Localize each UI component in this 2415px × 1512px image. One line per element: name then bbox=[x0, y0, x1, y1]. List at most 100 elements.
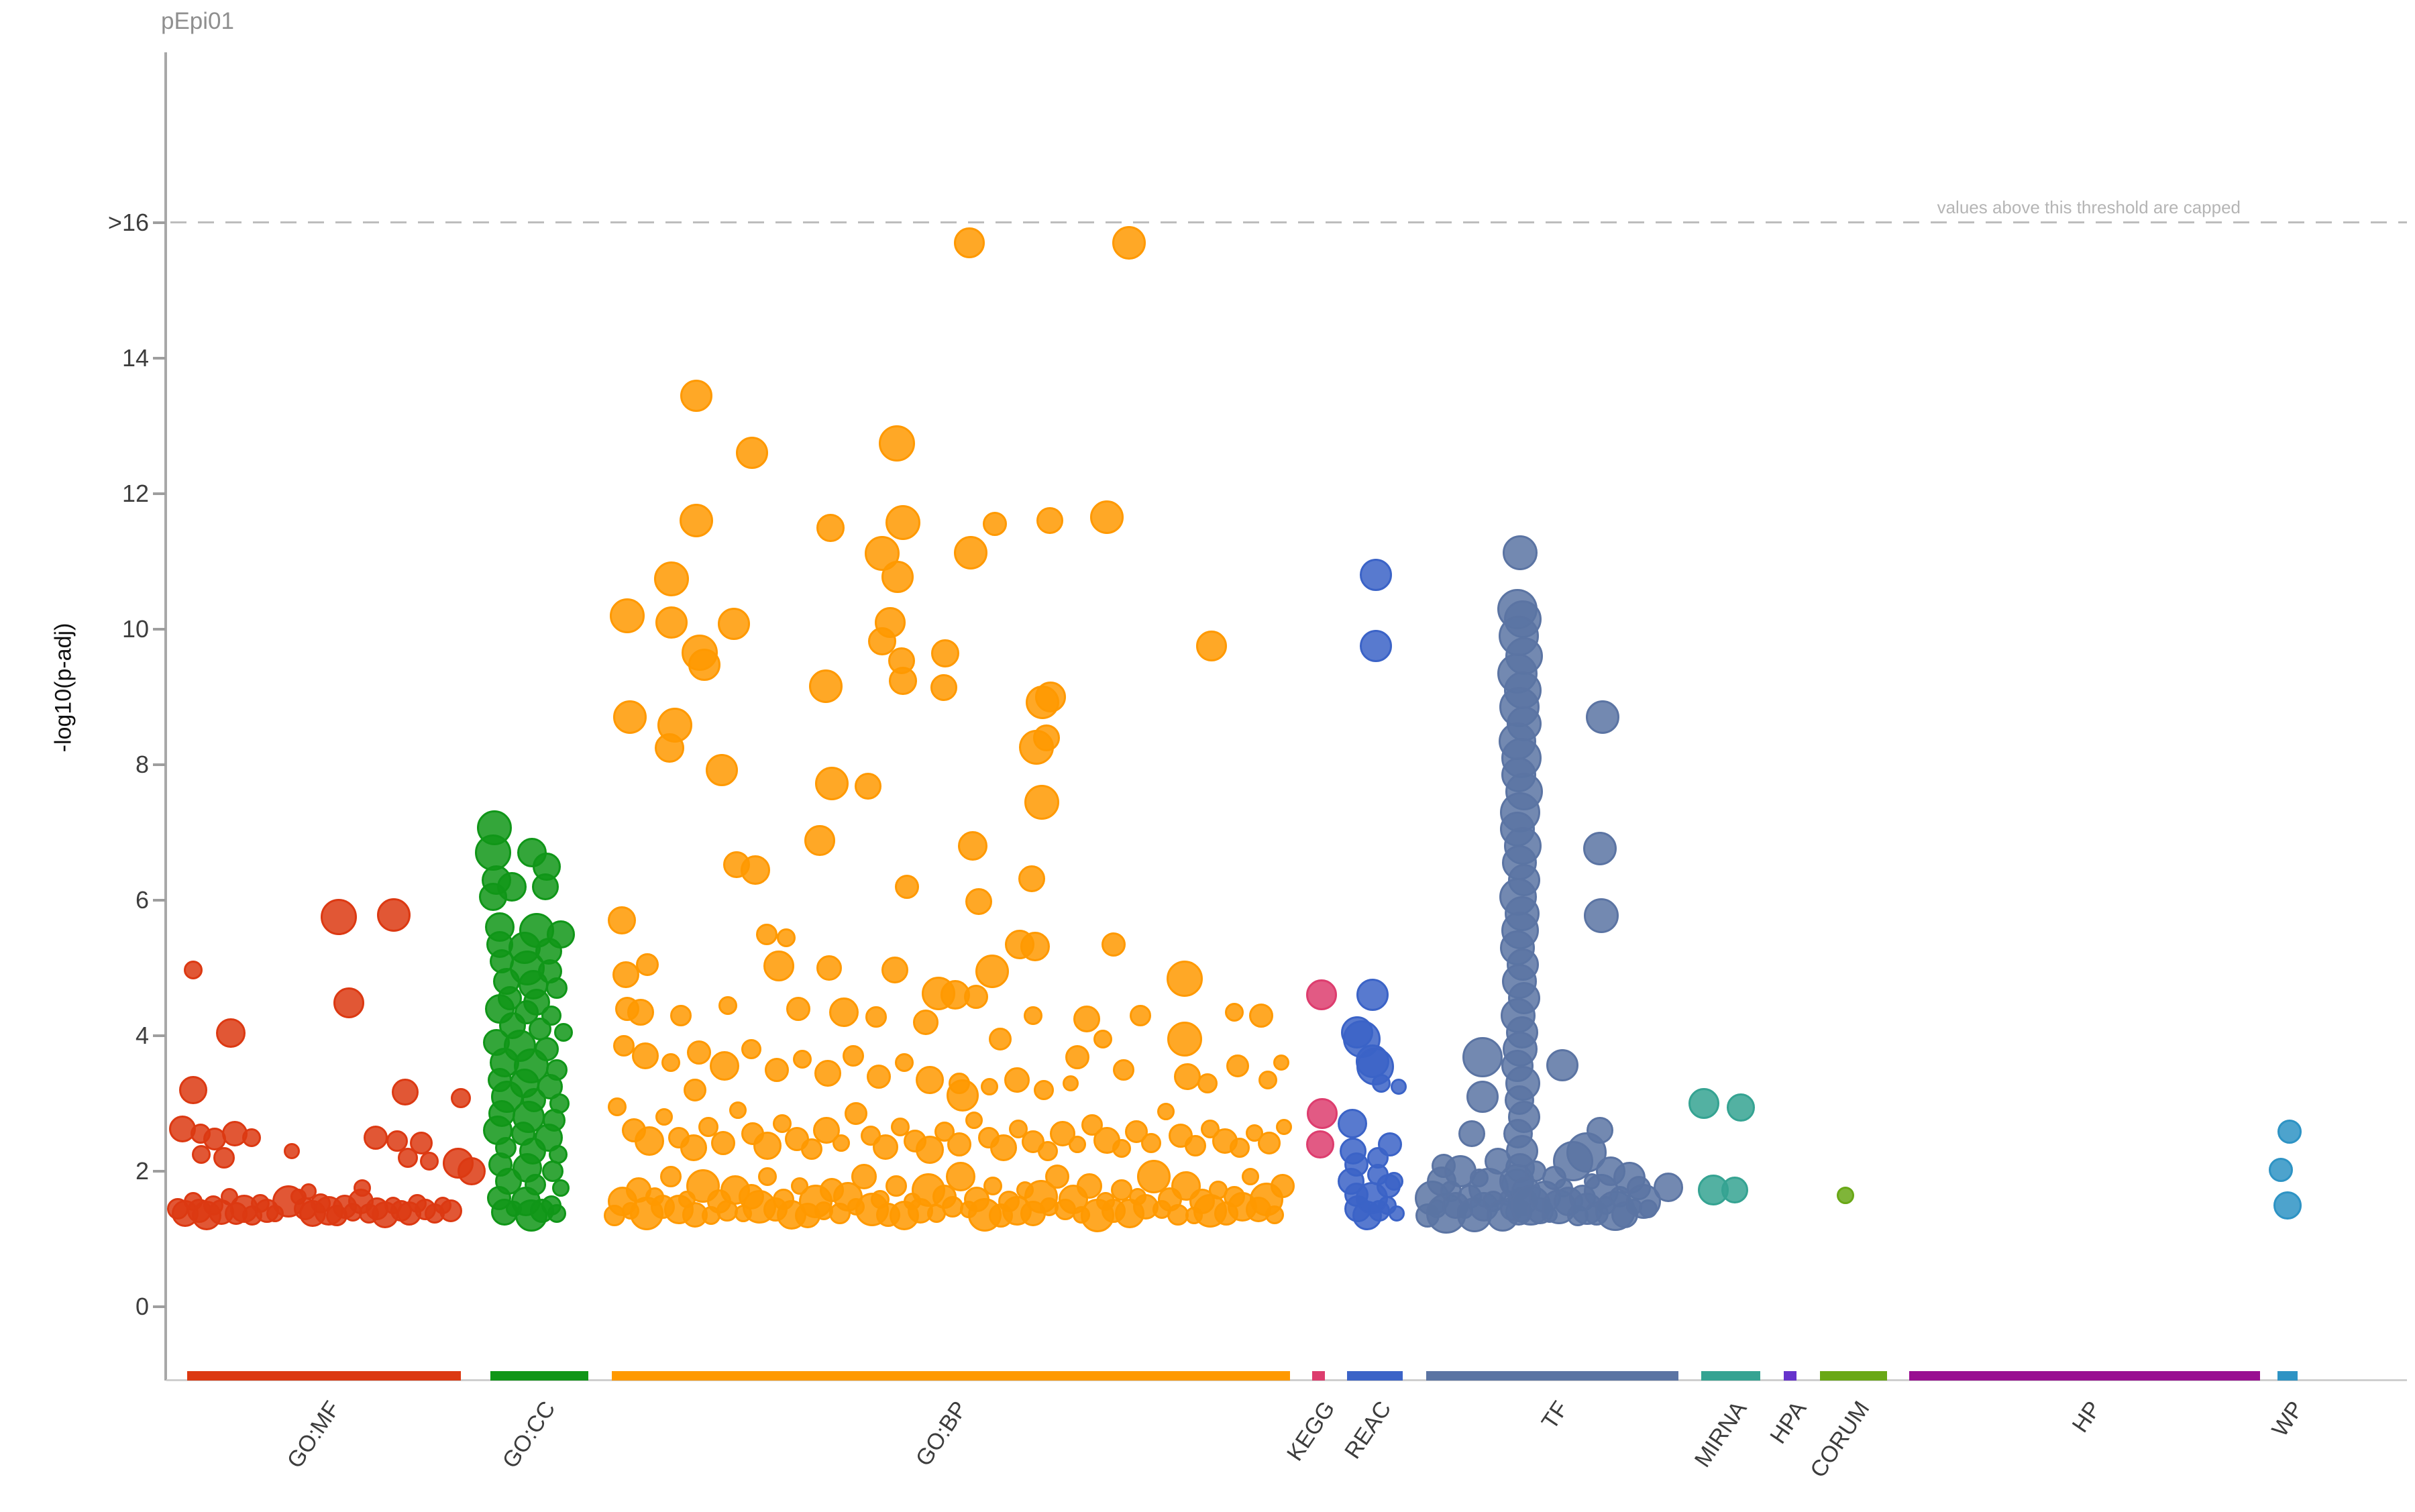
x-axis-label-corum: CORUM bbox=[1805, 1397, 1875, 1482]
data-point-go-bp bbox=[1020, 931, 1050, 961]
data-point-go-bp bbox=[1111, 1179, 1132, 1201]
plot-title: pEpi01 bbox=[161, 8, 234, 34]
y-tick-mark bbox=[153, 357, 166, 360]
data-point-go-bp bbox=[1112, 226, 1146, 260]
data-point-go-bp bbox=[1276, 1119, 1292, 1136]
data-point-go-bp bbox=[981, 1077, 998, 1095]
x-axis-label-reac: REAC bbox=[1340, 1397, 1397, 1464]
data-point-go-bp bbox=[804, 825, 835, 857]
data-point-go-bp bbox=[627, 998, 654, 1026]
source-bar-corum bbox=[1820, 1371, 1887, 1381]
data-point-go-bp bbox=[879, 425, 915, 462]
y-tick-label: 2 bbox=[135, 1157, 149, 1185]
data-point-tf bbox=[1458, 1120, 1485, 1148]
data-point-go-cc bbox=[554, 1022, 573, 1042]
data-point-wp bbox=[2273, 1191, 2302, 1220]
data-point-go-bp bbox=[1185, 1134, 1206, 1156]
data-point-go-bp bbox=[741, 855, 770, 885]
source-bar-go-mf bbox=[187, 1371, 461, 1381]
data-point-go-bp bbox=[655, 606, 688, 639]
data-point-go-cc bbox=[532, 873, 559, 900]
data-point-go-bp bbox=[610, 598, 645, 633]
y-tick-mark bbox=[153, 899, 166, 902]
data-point-tf bbox=[1466, 1080, 1499, 1113]
data-point-go-bp bbox=[1265, 1205, 1284, 1224]
source-bar-mirna bbox=[1701, 1371, 1760, 1381]
y-tick-label: 4 bbox=[135, 1022, 149, 1049]
data-point-go-mf bbox=[242, 1128, 261, 1147]
data-point-go-bp bbox=[1112, 1138, 1131, 1158]
y-tick-mark bbox=[153, 763, 166, 766]
data-point-tf bbox=[1546, 1049, 1578, 1082]
data-point-go-bp bbox=[655, 733, 684, 763]
data-point-go-bp bbox=[851, 1164, 877, 1190]
data-point-go-bp bbox=[975, 955, 1009, 989]
data-point-go-bp bbox=[765, 1057, 789, 1082]
data-point-go-bp bbox=[814, 1059, 841, 1087]
data-point-kegg bbox=[1307, 1098, 1338, 1130]
data-point-go-mf bbox=[354, 1179, 371, 1197]
y-tick-mark bbox=[153, 1034, 166, 1037]
data-point-go-bp bbox=[1065, 1045, 1089, 1070]
data-point-go-bp bbox=[895, 874, 919, 899]
data-point-mirna bbox=[1727, 1093, 1755, 1122]
data-point-kegg bbox=[1306, 1130, 1334, 1158]
data-point-go-bp bbox=[1073, 1005, 1100, 1032]
data-point-go-bp bbox=[873, 1134, 898, 1160]
data-point-go-cc bbox=[506, 1200, 522, 1217]
data-point-reac bbox=[1356, 1182, 1388, 1215]
data-point-reac bbox=[1360, 559, 1392, 592]
data-point-go-bp bbox=[1167, 961, 1203, 997]
data-point-go-bp bbox=[885, 505, 920, 541]
data-point-go-bp bbox=[1242, 1168, 1259, 1186]
data-point-go-cc bbox=[549, 1144, 568, 1164]
data-point-go-bp bbox=[1226, 1055, 1249, 1078]
data-point-go-bp bbox=[1258, 1070, 1277, 1089]
data-point-go-bp bbox=[661, 1053, 680, 1073]
y-tick-label: 6 bbox=[135, 886, 149, 914]
data-point-go-bp bbox=[1004, 1067, 1030, 1093]
y-tick-label: 10 bbox=[121, 615, 149, 643]
y-tick-label: 8 bbox=[135, 751, 149, 778]
data-point-go-bp bbox=[1093, 1030, 1112, 1049]
data-point-go-bp bbox=[867, 1064, 891, 1089]
data-point-go-bp bbox=[684, 1078, 706, 1101]
data-point-go-bp bbox=[718, 995, 737, 1015]
data-point-go-bp bbox=[931, 639, 959, 668]
data-point-go-bp bbox=[1102, 932, 1126, 957]
data-point-go-bp bbox=[1018, 865, 1045, 892]
data-point-go-mf bbox=[420, 1151, 439, 1171]
data-point-kegg bbox=[1306, 979, 1337, 1011]
data-point-go-bp bbox=[983, 1177, 1002, 1196]
x-axis-label-kegg: KEGG bbox=[1282, 1397, 1340, 1466]
data-point-go-bp bbox=[736, 437, 768, 470]
data-point-go-bp bbox=[636, 953, 659, 976]
data-point-go-mf bbox=[451, 1087, 471, 1108]
y-tick-mark bbox=[153, 628, 166, 631]
data-point-go-bp bbox=[1036, 507, 1063, 535]
data-point-go-bp bbox=[815, 767, 849, 801]
data-point-go-bp bbox=[965, 1112, 983, 1130]
data-point-tf bbox=[1462, 1037, 1503, 1078]
y-tick-label: >16 bbox=[107, 209, 149, 236]
data-point-go-bp bbox=[680, 504, 713, 538]
data-point-go-bp bbox=[954, 227, 985, 259]
source-bar-kegg bbox=[1312, 1371, 1325, 1381]
data-point-go-bp bbox=[964, 985, 988, 1010]
data-point-go-bp bbox=[1034, 1079, 1054, 1100]
threshold-caption: values above this threshold are capped bbox=[1937, 197, 2241, 217]
data-point-go-bp bbox=[706, 754, 738, 787]
data-point-go-bp bbox=[1167, 1022, 1202, 1057]
data-point-reac bbox=[1360, 630, 1392, 663]
data-point-go-bp bbox=[1081, 1114, 1103, 1136]
data-point-go-bp bbox=[612, 961, 639, 989]
data-point-go-bp bbox=[947, 1132, 971, 1156]
data-point-go-bp bbox=[916, 1065, 944, 1094]
data-point-go-bp bbox=[763, 950, 794, 981]
data-point-go-cc bbox=[475, 834, 511, 871]
data-point-go-mf bbox=[458, 1157, 486, 1185]
source-bar-go-bp bbox=[612, 1371, 1290, 1381]
data-point-tf bbox=[1485, 1147, 1511, 1175]
data-point-go-bp bbox=[608, 1097, 627, 1117]
